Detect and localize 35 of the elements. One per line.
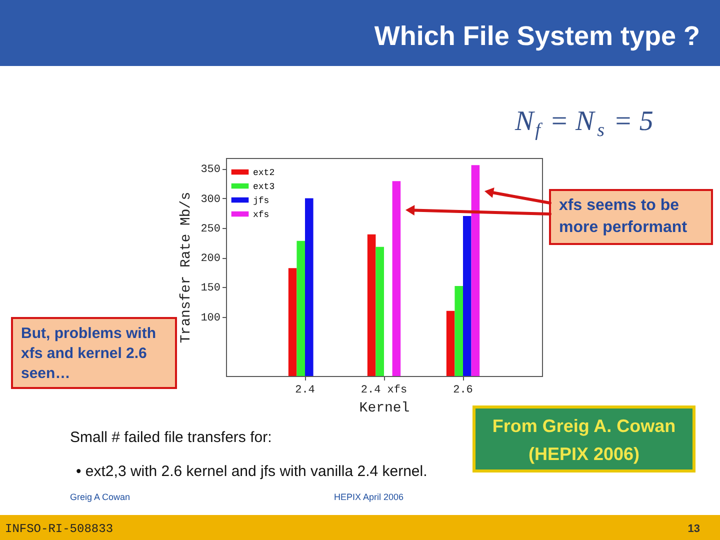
bar xyxy=(288,268,297,376)
y-tick-label: 250 xyxy=(200,223,220,236)
bar xyxy=(376,246,384,376)
legend-label: ext3 xyxy=(253,182,275,192)
y-axis-title: Transfer Rate Mb/s xyxy=(178,192,195,344)
text: Small # failed file transfers for: xyxy=(70,429,272,446)
y-tick-label: 300 xyxy=(200,194,220,206)
bar xyxy=(454,286,463,376)
x-tick-label: 2.4 xyxy=(295,384,316,396)
y-tick-label: 100 xyxy=(200,312,220,324)
text: INFSO-RI-508833 xyxy=(5,522,114,536)
text: • ext2,3 with 2.6 kernel and jfs with vanilla 2.4 kernel. xyxy=(76,463,428,480)
bar xyxy=(296,240,305,376)
bar xyxy=(392,181,401,376)
text: xfs seems to be more performant xyxy=(559,197,688,236)
bar xyxy=(471,165,480,376)
x-axis-title: Kernel xyxy=(359,400,410,416)
y-tick-label: 150 xyxy=(200,282,220,295)
text: 13 xyxy=(688,523,700,535)
text: HEPIX April 2006 xyxy=(334,492,404,502)
text: From Greig A. Cowan (HEPIX 2006) xyxy=(492,416,676,464)
x-tick-label: 2.4 xfs xyxy=(360,384,408,396)
bar xyxy=(367,234,376,376)
x-tick-label: 2.6 xyxy=(453,384,473,396)
y-tick-label: 350 xyxy=(200,164,220,176)
bar xyxy=(446,310,455,376)
y-tick-label: 200 xyxy=(200,253,220,266)
legend-label: ext2 xyxy=(253,168,275,178)
bar xyxy=(305,198,314,376)
chart-title: Which File System type ? xyxy=(374,21,700,51)
text: But, problems with xfs and kernel 2.6 seen… xyxy=(21,325,156,382)
text: Greig A Cowan xyxy=(70,492,130,502)
legend-label: xfs xyxy=(253,210,270,220)
legend-label: jfs xyxy=(253,196,270,206)
bar xyxy=(463,216,472,376)
